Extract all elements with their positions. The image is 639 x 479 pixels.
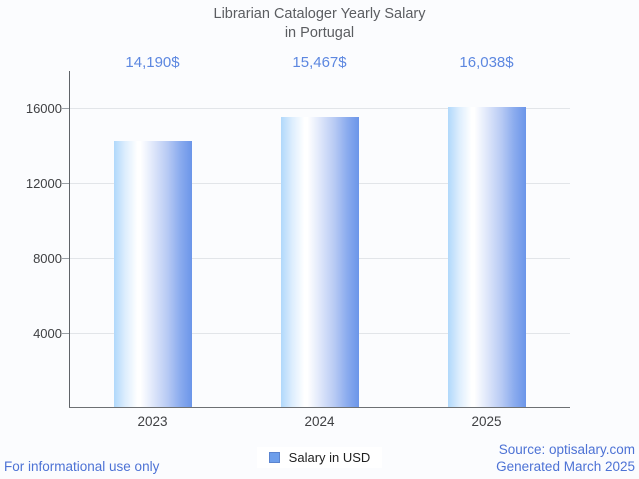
x-axis-line [69, 407, 570, 408]
footer-source-link[interactable]: Source: optisalary.com [498, 442, 635, 457]
footer-source-block: Source: optisalary.com Generated March 2… [496, 441, 635, 475]
y-axis-label: 4000 [33, 326, 62, 342]
y-axis-label: 16000 [25, 101, 62, 117]
value-label-2025: 16,038$ [459, 54, 514, 71]
legend-box: Salary in USD [256, 447, 383, 468]
legend: Salary in USD [0, 447, 639, 468]
bar-2025[interactable] [447, 106, 526, 407]
y-axis-tick [62, 183, 69, 185]
x-axis-label-2023: 2023 [137, 414, 168, 429]
footer-generated: Generated March 2025 [496, 459, 635, 474]
legend-label: Salary in USD [288, 450, 371, 465]
footer-disclaimer: For informational use only [4, 459, 160, 474]
bar-2024[interactable] [280, 117, 359, 407]
y-axis-tick [62, 258, 69, 260]
plot-area [62, 71, 570, 408]
x-axis-label-2024: 2024 [304, 414, 335, 429]
x-axis-label-2025: 2025 [471, 414, 502, 429]
y-axis-tick [62, 108, 69, 110]
legend-swatch-icon [268, 452, 280, 463]
value-label-2024: 15,467$ [292, 54, 347, 71]
gridline [69, 108, 570, 110]
y-axis-line [69, 71, 70, 408]
y-axis-label: 8000 [33, 251, 62, 267]
y-axis-tick [62, 333, 69, 335]
chart-title-line2: in Portugal [284, 25, 355, 41]
bar-2023[interactable] [113, 141, 192, 407]
chart-title: Librarian Cataloger Yearly Salary in Por… [0, 5, 639, 43]
value-label-2023: 14,190$ [125, 54, 180, 71]
y-axis-label: 12000 [25, 176, 62, 192]
chart-title-line1: Librarian Cataloger Yearly Salary [213, 6, 426, 22]
